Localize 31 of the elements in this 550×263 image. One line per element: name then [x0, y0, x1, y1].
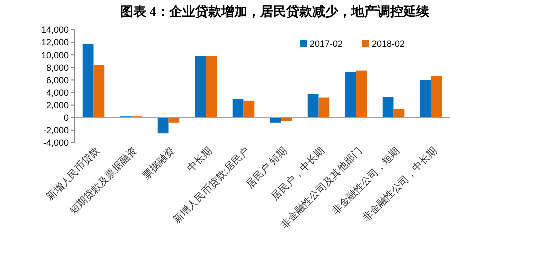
- y-tick-label: 8,000: [46, 62, 69, 73]
- bar: [308, 94, 319, 118]
- y-tick-label: -2,000: [43, 126, 69, 136]
- y-tick-label: 12,000: [41, 38, 69, 48]
- bar: [394, 109, 405, 118]
- bar: [158, 118, 169, 134]
- y-tick-label: 14,000: [41, 25, 69, 36]
- bar: [318, 98, 330, 118]
- y-tick-label: 10,000: [41, 50, 69, 60]
- bar: [356, 70, 368, 118]
- bar: [382, 97, 394, 118]
- y-tick-label: 6,000: [46, 75, 69, 86]
- bar: [94, 65, 105, 118]
- chart-title: 图表 4：企业贷款增加，居民贷款减少，地产调控延续: [120, 4, 430, 19]
- bar: [431, 76, 442, 118]
- bar: [420, 80, 432, 118]
- legend-label: 2017-02: [310, 39, 344, 50]
- bar: [345, 72, 356, 118]
- bar: [244, 100, 255, 118]
- bar: [195, 56, 206, 118]
- x-tick-label: 中长期: [185, 145, 215, 175]
- bar: [206, 56, 218, 118]
- bar: [270, 118, 282, 123]
- bar: [82, 44, 94, 118]
- x-tick-label: 票据融资: [140, 145, 178, 182]
- y-tick-label: 0: [64, 113, 69, 124]
- legend-label: 2018-02: [372, 39, 406, 50]
- y-tick-label: 2,000: [46, 100, 69, 110]
- bar: [232, 99, 244, 118]
- y-tick-label: 4,000: [46, 88, 69, 98]
- y-tick-label: -4,000: [43, 138, 69, 148]
